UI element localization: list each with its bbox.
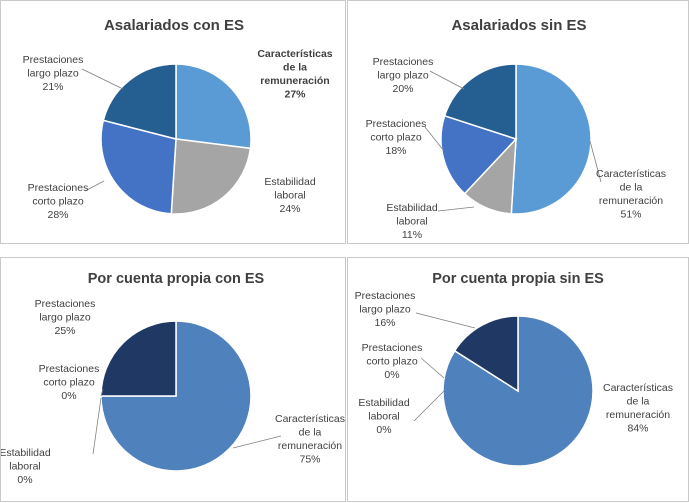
chart-panel-asalariados-sin-es: Asalariados sin ES Características de la r… (347, 0, 689, 244)
leader-line (429, 70, 465, 90)
data-label-prestaciones-largo-plazo: Prestaciones largo plazo 20% (373, 56, 434, 95)
data-label-prestaciones-largo-plazo: Prestaciones largo plazo 25% (35, 298, 96, 337)
data-label-prestaciones-largo-plazo: Prestaciones largo plazo 16% (355, 290, 416, 329)
pie-chart: Asalariados con ES Características de la r… (23, 17, 333, 221)
data-label-caracteristicas-de-la-remuneracion: Características de la remuneración 84% (603, 382, 673, 435)
pie-chart: Por cuenta propia sin ES Características… (355, 271, 673, 467)
pie-chart: Asalariados sin ES Características de la r… (366, 17, 666, 241)
chart-panel-asalariados-con-es: Asalariados con ES Características de la r… (0, 0, 346, 244)
data-label-caracteristicas-de-la-remuneracion: Características de la remuneración 75% (275, 413, 345, 466)
data-label-caracteristicas-de-la-remuneracion: Características de la remuneración 51% (596, 168, 666, 221)
chart-title: Por cuenta propia sin ES (432, 271, 604, 287)
pie-slice-caracteristicas-de-la-remuneracion (100, 320, 252, 472)
pie-slice-caracteristicas-de-la-remuneracion (510, 63, 592, 215)
leader-line (92, 397, 102, 455)
pie-slice-prestaciones-corto-plazo (100, 119, 177, 215)
leader-line (81, 68, 124, 90)
data-label-estabilidad-laboral: Estabilidad laboral 11% (386, 202, 438, 241)
pie-slices (100, 320, 252, 472)
pie-slice-estabilidad-laboral (170, 138, 252, 215)
pie-slice-prestaciones-largo-plazo (453, 315, 519, 393)
leader-line (413, 390, 445, 422)
pie-slice-prestaciones-largo-plazo (100, 320, 177, 397)
pie-slices (442, 315, 594, 467)
data-label-prestaciones-corto-plazo: Prestaciones corto plazo 28% (28, 182, 89, 221)
data-label-estabilidad-laboral: Estabilidad laboral 0% (1, 447, 51, 486)
data-label-prestaciones-corto-plazo: Prestaciones corto plazo 0% (39, 363, 100, 402)
data-label-prestaciones-corto-plazo: Prestaciones corto plazo 0% (362, 342, 423, 381)
data-label-prestaciones-largo-plazo: Prestaciones largo plazo 21% (23, 54, 84, 93)
leader-line (100, 388, 104, 397)
chart-title: Asalariados sin ES (451, 17, 586, 34)
pie-slices (440, 63, 592, 215)
data-label-estabilidad-laboral: Estabilidad laboral 0% (358, 397, 410, 436)
pie-slice-prestaciones-largo-plazo (102, 63, 177, 140)
data-label-prestaciones-corto-plazo: Prestaciones corto plazo 18% (366, 118, 427, 157)
pie-slice-caracteristicas-de-la-remuneracion (175, 63, 252, 150)
leader-line (232, 435, 282, 449)
leader-line (84, 180, 105, 192)
leader-line (415, 312, 476, 329)
chart-panel-por-cuenta-propia-sin-es: Por cuenta propia sin ES Características… (347, 257, 689, 502)
chart-title: Por cuenta propia con ES (88, 271, 265, 287)
leader-line (437, 206, 475, 212)
pie-slice-prestaciones-corto-plazo (440, 114, 518, 195)
pie-slices (100, 63, 252, 215)
leader-line (589, 140, 602, 183)
data-label-estabilidad-laboral: Estabilidad laboral 24% (264, 176, 316, 215)
leader-line (424, 126, 445, 152)
data-label-caracteristicas-de-la-remuneracion: Características de la remuneración 27% (257, 48, 332, 101)
leader-line (420, 357, 445, 379)
pie-chart: Por cuenta propia con ES Características… (1, 271, 345, 486)
chart-panel-por-cuenta-propia-con-es: Por cuenta propia con ES Características… (0, 257, 346, 502)
chart-title: Asalariados con ES (104, 17, 244, 34)
pie-slice-prestaciones-largo-plazo (443, 63, 517, 141)
